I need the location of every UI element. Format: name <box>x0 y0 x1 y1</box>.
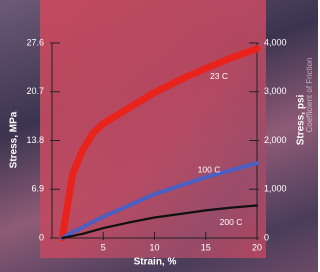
series-label: 200 C <box>220 217 243 227</box>
series-label: 23 C <box>210 71 228 81</box>
x-tick-label: 5 <box>101 242 106 252</box>
y2-tick-label: 1,000 <box>264 184 287 194</box>
y2-tick-label: 4,000 <box>264 37 287 47</box>
y-tick-label: 20.7 <box>26 86 44 96</box>
x-tick-label: 10 <box>149 242 159 252</box>
y-axis-title: Stress, MPa <box>9 111 20 168</box>
y2-axis-title: Stress, psi <box>296 94 307 145</box>
chart: Strain, % Stress, MPa Coefficient of Fri… <box>0 0 318 272</box>
y-tick-label: 27.6 <box>26 37 44 47</box>
y2-tick-label: 2,000 <box>264 135 287 145</box>
y-tick-label: 6.9 <box>31 184 44 194</box>
y2-tick-label: 0 <box>264 232 269 242</box>
y-tick-label: 0 <box>39 232 44 242</box>
x-tick-label: 15 <box>201 242 211 252</box>
x-tick-label: 20 <box>252 242 262 252</box>
series-label: 100 C <box>198 164 221 174</box>
y2-tick-label: 3,000 <box>264 86 287 96</box>
x-axis-title: Strain, % <box>134 257 177 268</box>
y-tick-label: 13.8 <box>26 135 44 145</box>
